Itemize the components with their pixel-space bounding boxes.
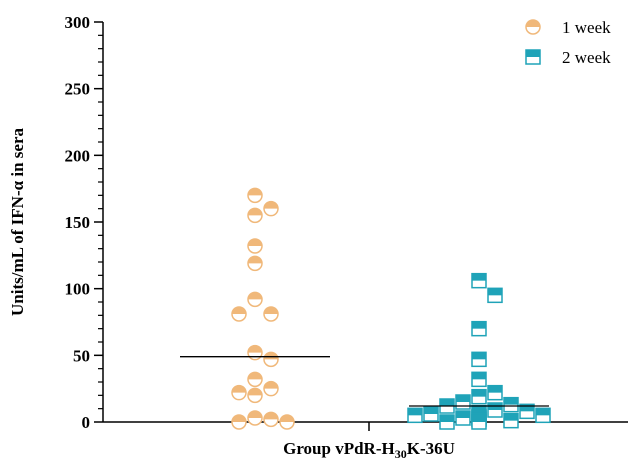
week1-point — [247, 344, 263, 361]
week2-point — [519, 403, 535, 420]
median-lines — [180, 356, 549, 407]
y-tick-label: 0 — [82, 413, 91, 432]
week1-point — [247, 291, 263, 308]
x-axis — [103, 421, 628, 431]
week2-point — [487, 287, 503, 304]
week1-point — [279, 414, 295, 430]
x-axis-title: Group vPdR-H30K-36U — [283, 439, 455, 459]
y-axis-title: Units/mL of IFN-α in sera — [8, 128, 27, 316]
week2-point — [471, 272, 487, 289]
y-tick-label: 250 — [65, 80, 91, 99]
legend-label-week1: 1 week — [562, 18, 611, 37]
week1-point — [247, 410, 263, 426]
legend-label-week2: 2 week — [562, 48, 611, 67]
week1-point — [263, 306, 279, 322]
week1-point — [247, 255, 263, 272]
week1-point — [231, 384, 247, 401]
week2-point — [439, 414, 455, 430]
week2-point — [471, 388, 487, 405]
x-axis-title-main: Group vPdR-H — [283, 439, 395, 458]
week1-point — [263, 200, 279, 217]
week2-point — [423, 406, 439, 422]
week2-point — [535, 407, 551, 424]
week2-point — [471, 371, 487, 388]
week1-point — [231, 306, 247, 322]
week2-point — [471, 320, 487, 337]
week2-point — [487, 402, 503, 418]
week2-point — [407, 407, 423, 424]
x-axis-title-subscript: 30 — [395, 447, 407, 459]
y-axis: 0 50 100 150 200 250 300 — [65, 13, 104, 432]
y-tick-label: 100 — [65, 280, 91, 299]
week2-point — [471, 351, 487, 368]
week1-point — [247, 238, 263, 254]
week2-point — [487, 384, 503, 401]
week2-point — [455, 394, 471, 410]
week2-point — [503, 396, 519, 413]
data-points — [231, 187, 551, 430]
legend-swatch-week2 — [525, 49, 541, 65]
week1-point — [247, 387, 263, 404]
week1-point — [247, 187, 263, 204]
y-tick-label: 50 — [73, 346, 90, 365]
week1-point — [263, 380, 279, 397]
y-tick-label: 300 — [65, 13, 91, 32]
x-axis-title-tail: K-36U — [407, 439, 455, 458]
y-tick-label: 200 — [65, 146, 91, 165]
week1-point — [263, 411, 279, 428]
week2-point — [455, 410, 471, 426]
week1-point — [263, 351, 279, 368]
week1-point — [247, 371, 263, 388]
week1-point — [247, 207, 263, 224]
y-tick-label: 150 — [65, 213, 91, 232]
week2-point — [503, 412, 519, 429]
week1-point — [231, 414, 247, 430]
legend-swatch-week1 — [525, 19, 541, 35]
week2-point — [471, 414, 487, 430]
legend: 1 week 2 week — [525, 18, 611, 67]
